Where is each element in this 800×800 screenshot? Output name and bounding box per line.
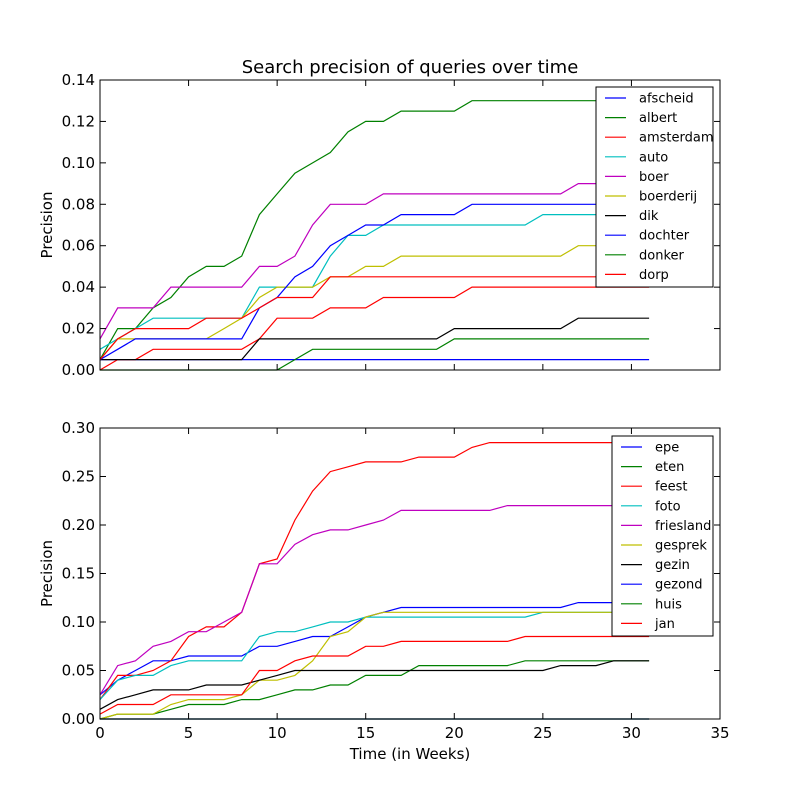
x-tick-label: 15 bbox=[356, 724, 375, 742]
series-line-albert bbox=[99, 100, 650, 360]
series-line-friesland bbox=[99, 505, 650, 696]
y-tick-label: 0.00 bbox=[62, 710, 95, 728]
x-tick-label: 5 bbox=[184, 724, 194, 742]
y-tick-label: 0.02 bbox=[62, 320, 95, 338]
legend-label-foto: foto bbox=[655, 499, 681, 514]
x-tick-label: 20 bbox=[445, 724, 464, 742]
y-tick-label: 0.15 bbox=[62, 565, 95, 583]
series-line-dik bbox=[100, 317, 650, 361]
bottom-panel: Time (in Weeks) Precision 0.00 0.05 0.10 0.… bbox=[38, 419, 730, 763]
legend: epe eten feest foto friesland gesprek gezin gez… bbox=[611, 435, 714, 637]
legend-label-albert: albert bbox=[639, 111, 677, 126]
legend-label-donker: donker bbox=[639, 248, 685, 263]
series-line-boer bbox=[99, 183, 650, 340]
y-tick-label: 0.25 bbox=[62, 468, 95, 486]
series-line-auto bbox=[99, 214, 650, 350]
y-tick-label: 0.08 bbox=[62, 195, 95, 213]
x-tick-label: 10 bbox=[268, 724, 287, 742]
top-panel: Search precision of queries over time Pr… bbox=[38, 57, 721, 379]
series-line-amsterdam bbox=[99, 286, 650, 371]
legend-label-gesprek: gesprek bbox=[655, 539, 707, 554]
series-line-dochter bbox=[99, 203, 650, 361]
legend-label-feest: feest bbox=[655, 480, 687, 495]
legend-label-eten: eten bbox=[655, 460, 684, 475]
legend-box bbox=[595, 86, 714, 288]
series-line-gesprek bbox=[99, 611, 650, 720]
x-tick-label: 25 bbox=[533, 724, 552, 742]
legend-label-afscheid: afscheid bbox=[639, 92, 694, 107]
legend-label-gezin: gezin bbox=[655, 558, 690, 573]
x-tick-label: 30 bbox=[622, 724, 641, 742]
series-line-eten bbox=[99, 660, 650, 720]
legend-label-auto: auto bbox=[639, 150, 668, 165]
y-tick-label: 0.06 bbox=[62, 237, 95, 255]
y-tick-label: 0.14 bbox=[62, 71, 95, 89]
legend-label-friesland: friesland bbox=[655, 519, 711, 534]
y-tick-label: 0.20 bbox=[62, 516, 95, 534]
legend-box bbox=[611, 435, 714, 637]
series-line-feest bbox=[99, 442, 650, 700]
legend-label-huis: huis bbox=[655, 597, 682, 612]
plot-frame bbox=[99, 79, 721, 371]
legend: afscheid albert amsterdam auto boer boerderij… bbox=[595, 86, 714, 288]
legend-label-jan: jan bbox=[654, 617, 675, 632]
legend-label-amsterdam: amsterdam bbox=[639, 131, 714, 146]
x-tick-label: 0 bbox=[95, 724, 105, 742]
y-tick-label: 0.04 bbox=[62, 278, 95, 296]
legend-label-dik: dik bbox=[639, 209, 659, 224]
series-line-jan bbox=[99, 635, 650, 715]
x-tick-label: 35 bbox=[710, 724, 729, 742]
y-axis-label-top: Precision bbox=[38, 192, 56, 259]
y-axis-label-bottom: Precision bbox=[38, 540, 56, 607]
legend-label-boer: boer bbox=[639, 170, 669, 185]
chart-title: Search precision of queries over time bbox=[242, 57, 579, 78]
y-tick-label: 0.12 bbox=[62, 112, 95, 130]
y-tick-label: 0.10 bbox=[62, 154, 95, 172]
y-tick-label: 0.10 bbox=[62, 613, 95, 631]
x-axis-label: Time (in Weeks) bbox=[349, 745, 471, 763]
legend-label-boerderij: boerderij bbox=[639, 190, 697, 205]
series-line-gezin bbox=[99, 660, 650, 710]
y-tick-label: 0.05 bbox=[62, 662, 95, 680]
y-tick-label: 0.30 bbox=[62, 419, 95, 437]
legend-label-epe: epe bbox=[655, 441, 679, 456]
legend-label-dorp: dorp bbox=[639, 268, 669, 283]
series-line-dorp bbox=[99, 276, 650, 360]
legend-label-dochter: dochter bbox=[639, 229, 690, 244]
y-tick-label: 0.00 bbox=[62, 361, 95, 379]
legend-label-gezond: gezond bbox=[655, 578, 703, 593]
